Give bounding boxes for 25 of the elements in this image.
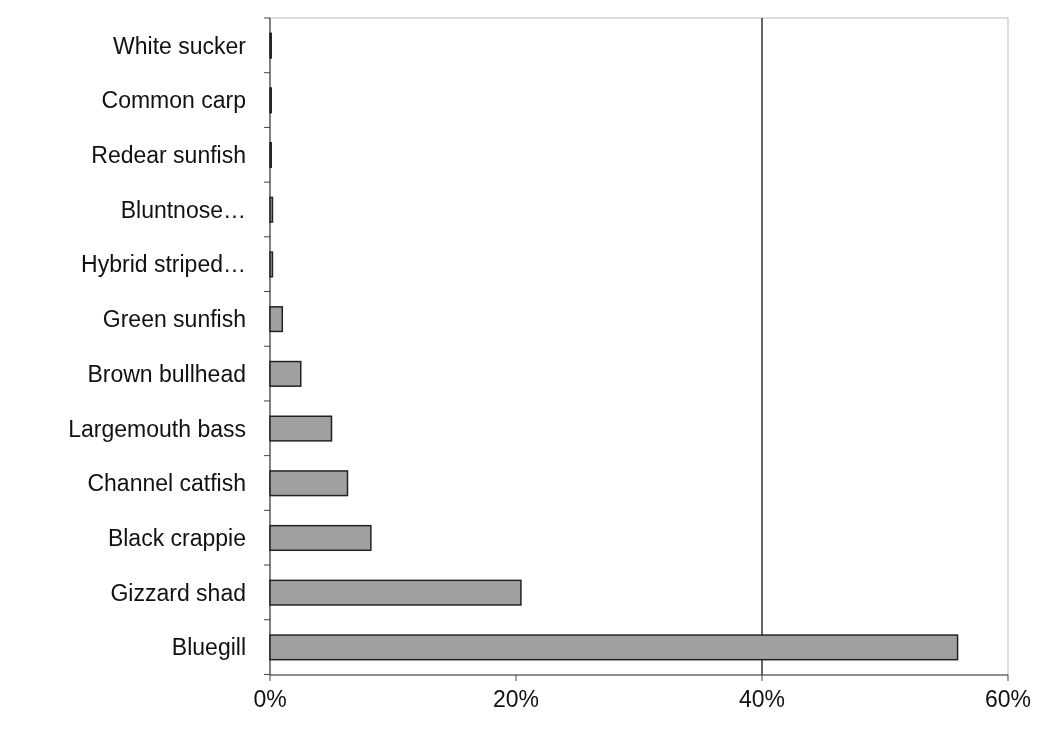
bar	[269, 196, 274, 223]
bar	[269, 415, 333, 442]
y-tick-label: Bluegill	[171, 634, 246, 661]
y-tick-label: Gizzard shad	[110, 579, 246, 606]
y-tick-label: Channel catfish	[87, 470, 246, 497]
x-tick-label: 0%	[253, 686, 287, 712]
x-tick-label: 60%	[984, 686, 1032, 712]
y-tick-label: Brown bullhead	[87, 360, 246, 387]
bar	[269, 470, 349, 497]
bar	[269, 306, 284, 333]
y-tick-label: Common carp	[101, 87, 246, 114]
y-tick-label: Bluntnose…	[120, 196, 246, 223]
y-tick-label: Largemouth bass	[68, 415, 246, 442]
bar	[269, 634, 959, 661]
y-tick-label: White sucker	[113, 32, 247, 59]
bar	[269, 524, 372, 552]
bar	[269, 360, 302, 387]
x-tick-label: 40%	[738, 686, 786, 712]
x-tick-label: 20%	[492, 686, 540, 712]
y-tick-label: Redear sunfish	[91, 142, 246, 169]
bar	[269, 251, 274, 278]
y-tick-label: Hybrid striped…	[81, 251, 246, 278]
y-tick-label: Black crappie	[107, 525, 246, 552]
bar	[269, 579, 522, 606]
y-tick-label: Green sunfish	[102, 306, 246, 333]
